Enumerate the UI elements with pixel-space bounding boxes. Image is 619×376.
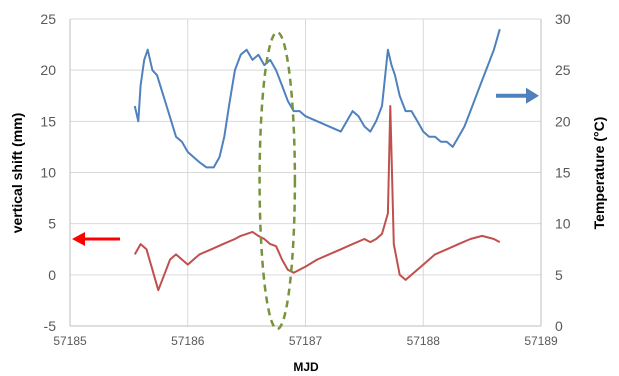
x-axis-title: MJD (293, 360, 319, 374)
right-tick-label: 20 (555, 113, 571, 129)
x-tick-label: 57189 (524, 334, 558, 348)
left-y-axis-title: vertical shift (mm) (9, 113, 25, 234)
x-tick-label: 57185 (53, 334, 87, 348)
left-tick-label: -5 (44, 318, 57, 334)
left-arrow-head (72, 232, 85, 247)
series-lines (133, 28, 501, 292)
left-tick-label: 15 (40, 113, 56, 129)
temperature-series-line (133, 28, 501, 169)
tick-labels: -5 0 0 5 5 10 10 15 15 20 20 25 25 30 57185 57186 57187 5… (40, 11, 570, 348)
gridlines (69, 18, 542, 327)
right-tick-label: 5 (555, 267, 563, 283)
x-tick-label: 57186 (171, 334, 205, 348)
x-tick-label: 57188 (407, 334, 441, 348)
right-tick-label: 25 (555, 62, 571, 78)
right-y-axis-title: Temperature (°C) (591, 117, 607, 230)
left-tick-label: 10 (40, 165, 56, 181)
left-tick-label: 0 (48, 267, 56, 283)
right-tick-label: 10 (555, 216, 571, 232)
right-tick-label: 30 (555, 11, 571, 27)
annotations (72, 31, 539, 331)
left-tick-label: 25 (40, 11, 56, 27)
right-tick-label: 15 (555, 165, 571, 181)
left-tick-label: 20 (40, 62, 56, 78)
dashed-ellipse-annotation (258, 31, 297, 331)
left-tick-label: 5 (48, 216, 56, 232)
x-tick-label: 57187 (289, 334, 323, 348)
vertical-shift-series-line (133, 105, 501, 292)
right-tick-label: 0 (555, 318, 563, 334)
right-arrow-head (526, 87, 539, 104)
axes (69, 19, 542, 327)
